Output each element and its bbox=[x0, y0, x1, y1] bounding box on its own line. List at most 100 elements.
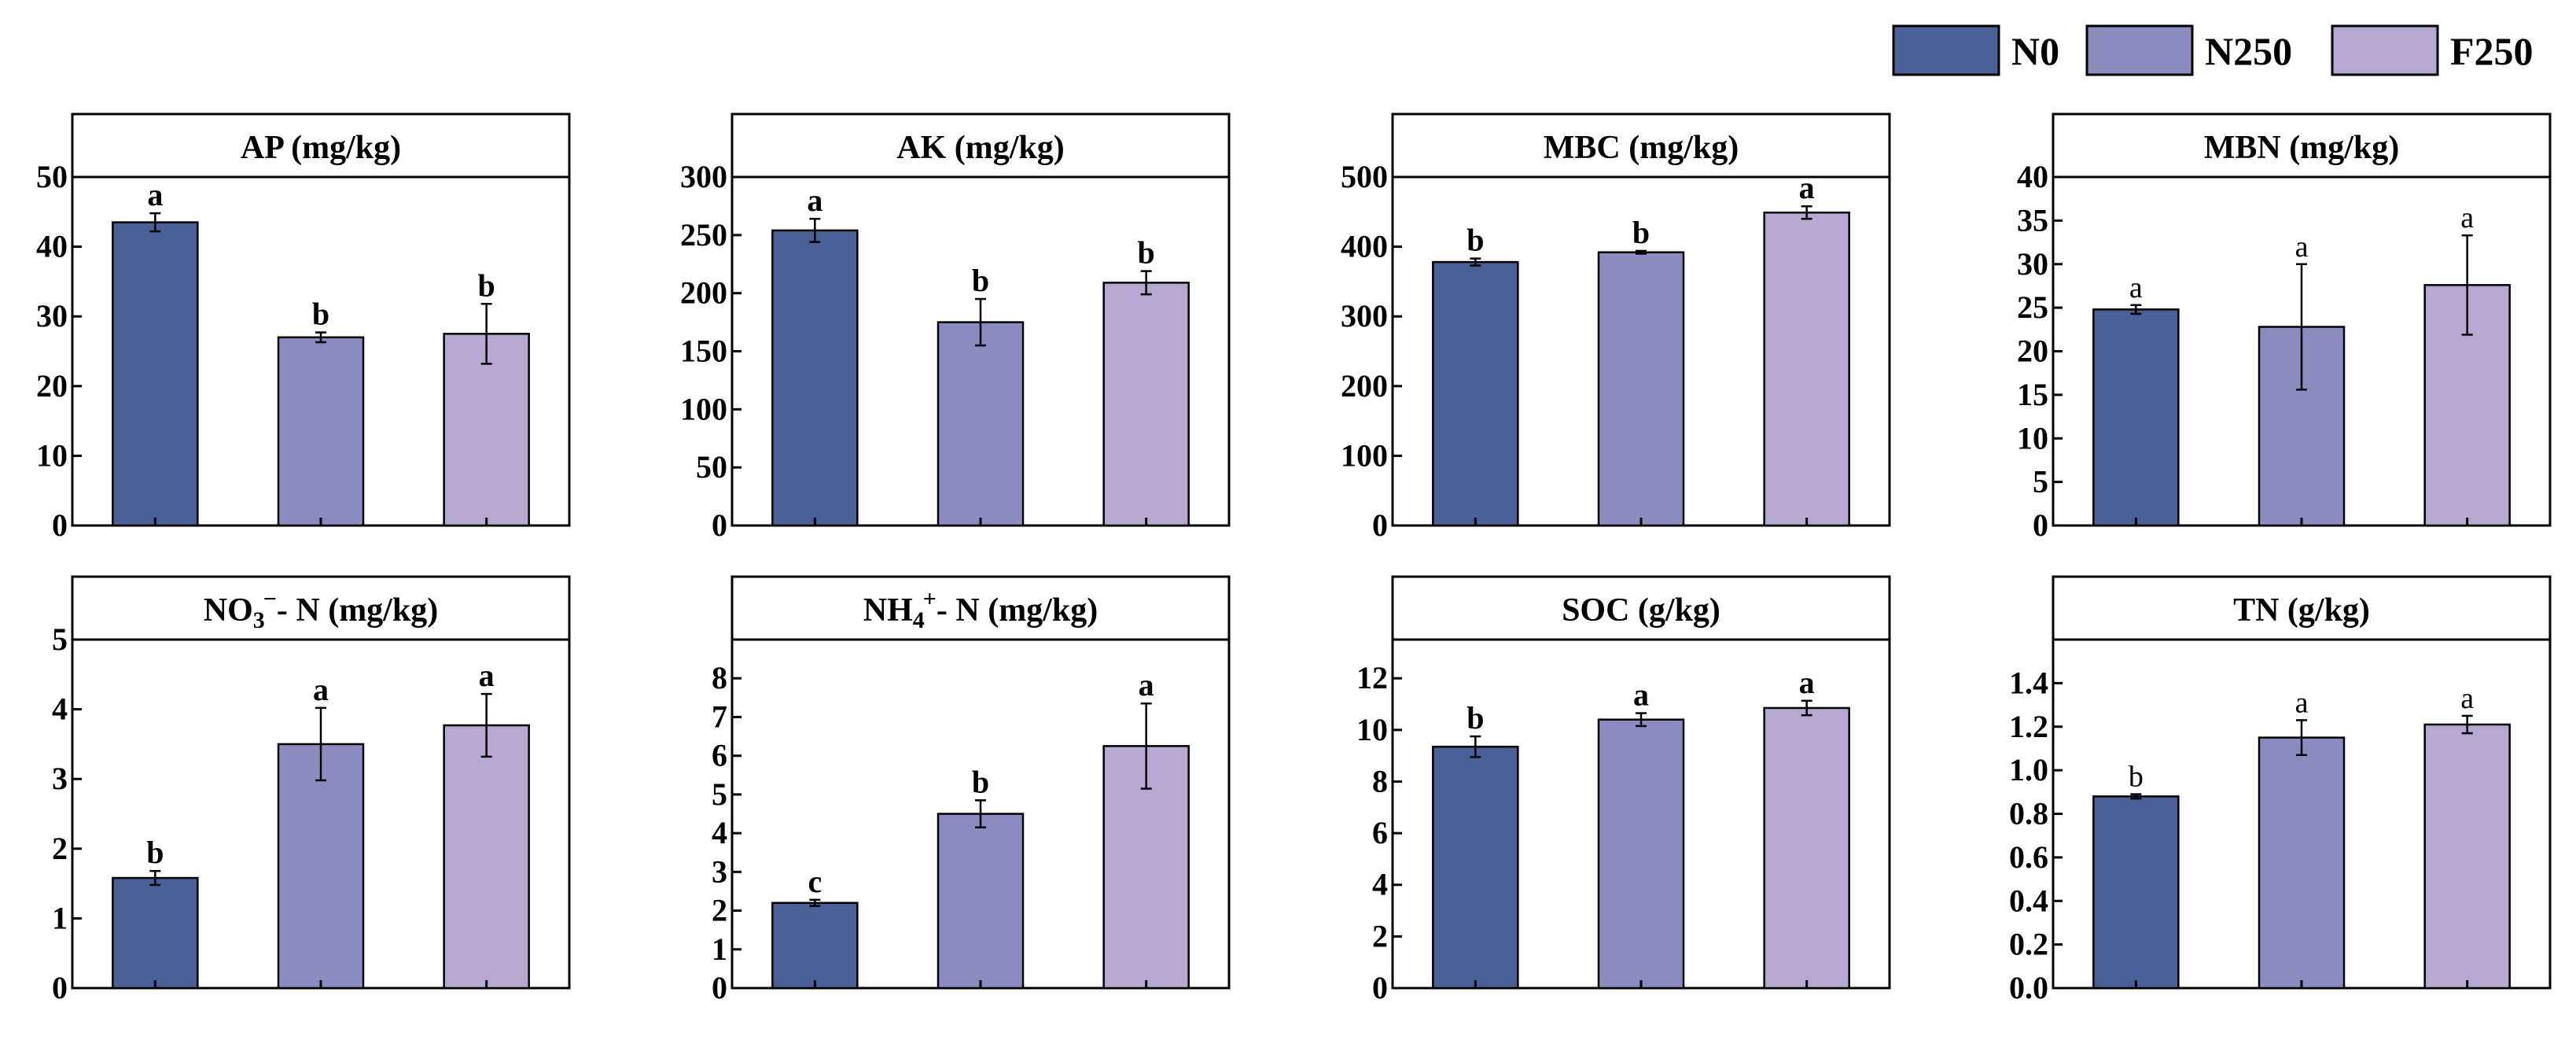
significance-letter: a bbox=[2295, 230, 2309, 264]
y-tick-label: 400 bbox=[1341, 229, 1388, 264]
significance-letter: a bbox=[1799, 170, 1815, 205]
y-tick-label: 3 bbox=[52, 761, 68, 796]
panel-title: NH4+- N (mg/kg) bbox=[863, 586, 1098, 633]
y-tick-label: 10 bbox=[2017, 420, 2048, 455]
significance-letter: a bbox=[147, 177, 163, 212]
legend-swatch bbox=[2085, 24, 2194, 76]
legend-label: N0 bbox=[2011, 29, 2059, 73]
title-part: MBC (mg/kg) bbox=[1544, 130, 1739, 166]
bar-f250 bbox=[443, 333, 530, 527]
y-tick-label: 0 bbox=[712, 507, 727, 543]
y-tick-label: 20 bbox=[2017, 334, 2048, 369]
y-tick-label: 40 bbox=[36, 229, 68, 264]
title-part: NO bbox=[204, 592, 253, 629]
significance-letter: b bbox=[2129, 761, 2144, 794]
significance-letter: b bbox=[478, 267, 495, 303]
y-tick-label: 50 bbox=[36, 159, 68, 194]
title-part: - N (mg/kg) bbox=[937, 592, 1098, 629]
significance-letter: a bbox=[2295, 686, 2309, 719]
legend-label: F250 bbox=[2450, 29, 2534, 73]
title-part: 4 bbox=[913, 607, 925, 633]
y-tick-label: 0.6 bbox=[2009, 839, 2048, 875]
title-part: NH bbox=[863, 592, 913, 629]
bar-n0 bbox=[112, 876, 199, 990]
y-tick-label: 0.8 bbox=[2009, 796, 2048, 832]
bar-n250 bbox=[2258, 736, 2346, 990]
y-tick-label: 250 bbox=[680, 217, 727, 253]
legend-swatch bbox=[2331, 24, 2439, 76]
y-tick-label: 30 bbox=[36, 298, 68, 334]
y-tick-label: 100 bbox=[680, 391, 727, 426]
significance-letter: a bbox=[807, 183, 822, 218]
y-tick-label: 3 bbox=[712, 854, 727, 889]
y-tick-label: 30 bbox=[2017, 246, 2048, 282]
y-tick-label: 8 bbox=[1372, 763, 1388, 798]
y-tick-label: 15 bbox=[2017, 377, 2048, 412]
legend-item-n0: N0 bbox=[1892, 24, 2059, 76]
panel-3: MBC (mg/kg) 0 100 200 300 400 500 b b a bbox=[1341, 112, 1891, 543]
significance-letter: b bbox=[972, 764, 989, 799]
bar-f250 bbox=[1102, 282, 1190, 527]
y-tick-label: 6 bbox=[1372, 815, 1388, 850]
y-tick-label: 10 bbox=[36, 437, 68, 473]
y-tick-label: 300 bbox=[680, 159, 727, 194]
panel-1: AP (mg/kg) 0 10 20 30 40 50 a b b bbox=[36, 112, 571, 543]
y-tick-label: 0.2 bbox=[2009, 927, 2048, 962]
panel-title: AP (mg/kg) bbox=[241, 130, 401, 166]
panel-title: MBC (mg/kg) bbox=[1544, 130, 1739, 166]
panel-title: AK (mg/kg) bbox=[896, 130, 1065, 166]
panel-8: TN (g/kg) 0.0 0.2 0.4 0.6 0.8 1.0 1.2 1.4 b a a bbox=[2009, 575, 2552, 1005]
legend-item-n250: N250 bbox=[2085, 24, 2292, 76]
bar-n0 bbox=[771, 902, 859, 990]
legend-label: N250 bbox=[2205, 29, 2292, 73]
y-tick-label: 500 bbox=[1341, 159, 1388, 194]
significance-letter: a bbox=[2129, 271, 2143, 304]
title-part: TN (g/kg) bbox=[2233, 592, 2370, 629]
bar-n250 bbox=[937, 321, 1025, 527]
panel-7: SOC (g/kg) 0 2 4 6 8 10 12 b a a bbox=[1356, 575, 1891, 1005]
bar-f250 bbox=[443, 724, 530, 990]
legend-swatch bbox=[1892, 24, 2000, 76]
y-tick-label: 7 bbox=[712, 699, 727, 734]
legend: N0 N250 F250 bbox=[1892, 24, 2534, 76]
y-tick-label: 2 bbox=[1372, 918, 1388, 953]
panel-title: SOC (g/kg) bbox=[1562, 592, 1720, 629]
y-tick-label: 0 bbox=[712, 970, 727, 1005]
y-tick-label: 0 bbox=[1372, 507, 1388, 543]
y-tick-label: 10 bbox=[1356, 712, 1388, 747]
bar-n0 bbox=[1432, 745, 1519, 990]
y-tick-label: 6 bbox=[712, 738, 727, 773]
title-part: MBN (mg/kg) bbox=[2204, 130, 2399, 166]
significance-letter: c bbox=[808, 864, 822, 899]
significance-letter: b bbox=[972, 263, 989, 298]
significance-letter: b bbox=[1466, 223, 1484, 258]
title-part: 3 bbox=[253, 607, 265, 633]
significance-letter: a bbox=[1799, 665, 1815, 700]
bar-n0 bbox=[2092, 308, 2180, 527]
bar-n0 bbox=[112, 221, 199, 527]
significance-letter: a bbox=[479, 658, 495, 693]
bar-n250 bbox=[937, 813, 1025, 990]
significance-letter: a bbox=[1139, 667, 1154, 703]
bar-f250 bbox=[1763, 706, 1850, 990]
significance-letter: b bbox=[1632, 215, 1650, 250]
y-tick-label: 1.0 bbox=[2009, 752, 2048, 787]
bar-n250 bbox=[1597, 251, 1685, 527]
title-part: SOC (g/kg) bbox=[1562, 592, 1720, 629]
significance-letter: b bbox=[1466, 700, 1484, 736]
bar-n0 bbox=[771, 229, 859, 527]
significance-letter: a bbox=[1633, 677, 1649, 713]
title-part: AK (mg/kg) bbox=[896, 130, 1065, 166]
y-tick-label: 40 bbox=[2017, 159, 2048, 194]
y-tick-label: 1.2 bbox=[2009, 709, 2048, 744]
significance-letter: a bbox=[313, 672, 329, 707]
y-tick-label: 0.0 bbox=[2009, 970, 2048, 1005]
bar-n0 bbox=[1432, 260, 1519, 527]
y-tick-label: 150 bbox=[680, 334, 727, 369]
y-tick-label: 2 bbox=[52, 831, 68, 866]
y-tick-label: 5 bbox=[2033, 464, 2048, 500]
bar-f250 bbox=[1763, 211, 1850, 527]
